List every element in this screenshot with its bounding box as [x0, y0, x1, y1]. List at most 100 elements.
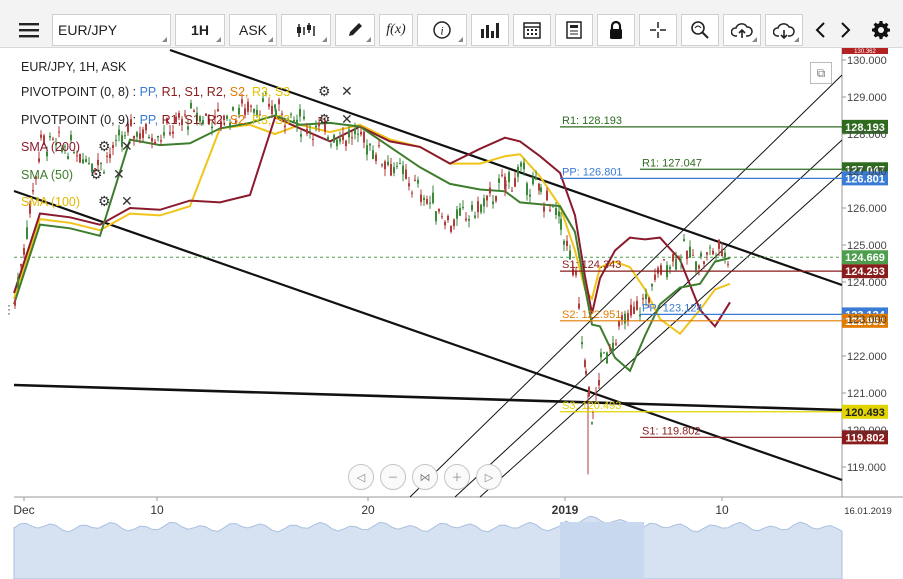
expand-chart-button[interactable]: ⧉ — [810, 62, 832, 84]
candle-body — [578, 303, 580, 309]
candle-body — [511, 190, 513, 192]
pivot-2-close-icon[interactable]: ✕ — [341, 111, 353, 127]
candle-body — [217, 109, 219, 112]
zoom-in-button[interactable]: ＋ — [444, 464, 470, 490]
candle-body — [598, 379, 600, 386]
legend-sma-200[interactable]: SMA (200) — [21, 140, 81, 154]
reset-zoom-button[interactable]: ⋈ — [412, 464, 438, 490]
scroll-right-button[interactable] — [833, 14, 859, 46]
candle-body — [609, 347, 611, 349]
candle-body — [299, 109, 301, 117]
legend-pivot-2[interactable]: PIVOTPOINT (0, 9) : PP, R1, S1, R2, S2, … — [21, 113, 290, 127]
candle-body — [483, 198, 485, 207]
settings-button[interactable] — [866, 14, 896, 46]
candle-body — [555, 208, 557, 216]
pivot-1-name: PIVOTPOINT (0, 8) — [21, 85, 130, 99]
candle-body — [453, 219, 455, 227]
studies-button[interactable] — [471, 14, 509, 46]
price-type-selector[interactable]: ASK — [229, 14, 277, 46]
candle-body — [238, 107, 240, 115]
candle-body — [660, 265, 662, 275]
pivot-level-label: R1: 128.193 — [562, 115, 622, 127]
y-tick-label: 123.000 — [847, 314, 887, 326]
candle-body — [712, 250, 714, 255]
candle-body — [232, 106, 234, 111]
candle-body — [67, 156, 69, 159]
sma-50-close-icon[interactable]: ✕ — [113, 166, 125, 182]
candle-body — [55, 143, 57, 146]
candle-body — [76, 155, 78, 157]
candle-body — [142, 129, 144, 138]
candle-body — [423, 198, 425, 200]
panel-drag-handle[interactable]: · · · — [7, 298, 11, 320]
chart-type-button[interactable] — [281, 14, 331, 46]
candle-body — [411, 192, 413, 194]
pivot-2-pp: PP, — [139, 113, 159, 127]
download-button[interactable] — [765, 14, 803, 46]
drawing-tools-button[interactable] — [335, 14, 375, 46]
legend-header: EUR/JPY, 1H, ASK — [21, 60, 127, 74]
timeframe-selector[interactable]: 1H — [175, 14, 225, 46]
candle-body — [181, 119, 183, 125]
candle-body — [49, 135, 51, 138]
scroll-left-button[interactable] — [807, 14, 833, 46]
sma-200-close-icon[interactable]: ✕ — [121, 138, 133, 154]
x-tick-label: Dec — [13, 503, 34, 517]
sma-50-gear-icon[interactable]: ⚙ — [90, 166, 103, 182]
sma-50-line — [13, 114, 731, 373]
indicators-button[interactable]: f(x) — [379, 14, 413, 46]
pivot-price-tag-label: 120.493 — [845, 407, 885, 419]
crosshair-button[interactable] — [639, 14, 677, 46]
sma-200-gear-icon[interactable]: ⚙ — [98, 138, 111, 154]
channel-line-upper — [409, 74, 843, 498]
template-button[interactable] — [555, 14, 593, 46]
sma-100-gear-icon[interactable]: ⚙ — [98, 193, 111, 209]
upload-button[interactable] — [723, 14, 761, 46]
pivot-price-tag — [842, 119, 888, 134]
x-tick-label: 16.01.2019 — [844, 506, 892, 517]
candle-body — [393, 167, 395, 174]
pivot-2-name: PIVOTPOINT (0, 9) — [21, 113, 130, 127]
pivot-1-s1: S1, — [184, 85, 204, 99]
candle-body — [303, 116, 305, 119]
pivot-2-r2: R2, — [206, 113, 227, 127]
legend-sma-50[interactable]: SMA (50) — [21, 168, 74, 182]
info-button[interactable]: i — [417, 14, 467, 46]
pivot-1-gear-icon[interactable]: ⚙ — [318, 83, 331, 99]
pan-left-button[interactable]: ◁ — [348, 464, 374, 490]
menu-button[interactable] — [10, 14, 48, 46]
candle-body — [166, 118, 168, 124]
candle-body — [274, 104, 276, 109]
pan-right-button[interactable]: ▷ — [476, 464, 502, 490]
candle-body — [211, 126, 213, 129]
candle-body — [235, 120, 237, 124]
candle-body — [160, 140, 162, 142]
symbol-selector[interactable]: EUR/JPY — [52, 14, 171, 46]
legend-sma-100[interactable]: SMA (100) — [21, 195, 81, 209]
candle-body — [284, 125, 286, 128]
pivot-2-gear-icon[interactable]: ⚙ — [318, 111, 331, 127]
chevron-right-icon — [841, 22, 851, 38]
candle-body — [504, 176, 506, 190]
candle-body — [112, 145, 114, 148]
timeframe-label: 1H — [191, 22, 209, 38]
calendar-button[interactable] — [513, 14, 551, 46]
lock-button[interactable] — [597, 14, 635, 46]
candle-body — [184, 114, 186, 116]
candle-body — [327, 136, 329, 140]
pivot-1-close-icon[interactable]: ✕ — [341, 83, 353, 99]
candle-body — [689, 246, 691, 258]
zoom-out-button[interactable]: － — [380, 464, 406, 490]
legend-pivot-1[interactable]: PIVOTPOINT (0, 8) : PP, R1, S1, R2, S2, … — [21, 85, 290, 99]
candle-body — [256, 109, 258, 116]
candle-body — [61, 147, 63, 152]
candle-body — [226, 115, 228, 119]
zoom-button[interactable] — [681, 14, 719, 46]
candle-body — [560, 218, 562, 230]
candle-body — [429, 202, 431, 204]
candle-body — [595, 392, 597, 394]
sma-100-close-icon[interactable]: ✕ — [121, 193, 133, 209]
candle-body — [486, 195, 488, 201]
candle-body — [686, 250, 688, 259]
